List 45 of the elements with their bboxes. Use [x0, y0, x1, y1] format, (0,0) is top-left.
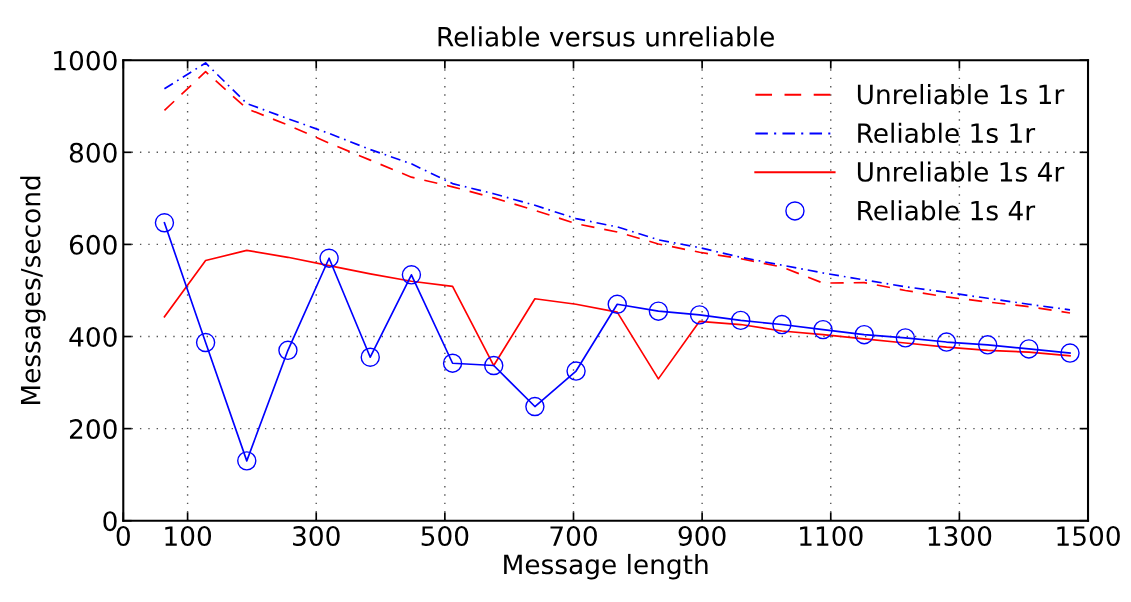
y-tick-label: 600 — [69, 234, 117, 255]
y-axis-title: Messages/second — [20, 176, 46, 405]
y-tick-label: 400 — [69, 326, 117, 347]
point — [319, 248, 339, 268]
point — [360, 347, 380, 367]
point — [648, 301, 669, 321]
point — [401, 265, 422, 285]
x-tick-label: 1100 — [800, 526, 863, 547]
point — [730, 310, 751, 331]
x-tick-label: 300 — [293, 526, 340, 547]
point — [854, 324, 874, 345]
legend-label: Unreliable 1s 1r — [857, 83, 1065, 105]
y-tick-label: 0 — [103, 511, 117, 532]
legend-label: Reliable 1s 4r — [858, 200, 1036, 221]
point — [1019, 339, 1039, 359]
x-tick-label: 1300 — [928, 526, 992, 547]
point — [566, 361, 586, 381]
x-tick-label: 1500 — [1057, 526, 1120, 547]
point — [237, 451, 257, 471]
x-tick-label: 900 — [678, 526, 726, 547]
x-tick-label: 0 — [116, 526, 130, 547]
point — [977, 335, 998, 355]
legend-label: Reliable 1s 1r — [858, 122, 1036, 144]
point — [772, 314, 792, 335]
point — [1060, 343, 1080, 363]
point — [936, 332, 957, 352]
point — [195, 332, 216, 353]
point — [895, 328, 916, 348]
y-tick-label: 1000 — [54, 50, 117, 71]
point — [484, 355, 504, 376]
x-tick-label: 500 — [421, 526, 469, 547]
x-axis-title: Message length — [504, 553, 708, 580]
x-tick-label: 100 — [165, 526, 212, 547]
point — [154, 213, 175, 233]
chart-title: Reliable versus unreliable — [438, 26, 774, 47]
legend-label: Unreliable 1s 4r — [857, 161, 1065, 182]
x-tick-label: 700 — [550, 526, 597, 547]
y-tick-label: 200 — [69, 419, 117, 440]
point — [607, 294, 627, 315]
point — [689, 305, 710, 325]
point — [525, 396, 545, 417]
point — [278, 340, 298, 361]
point — [813, 319, 833, 340]
y-tick-label: 800 — [69, 142, 117, 163]
point — [442, 353, 463, 373]
